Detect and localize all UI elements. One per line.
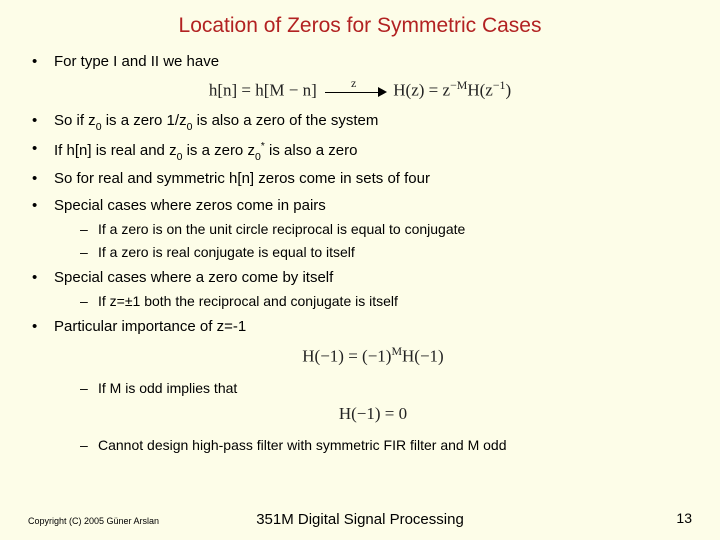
- bullet-7: Particular importance of z=-1 H(−1) = (−…: [28, 317, 692, 456]
- equation-1-content: h[n] = h[M − n] z H(z) = z−MH(z−1): [209, 78, 511, 101]
- b7s1-text: If M is odd implies that: [98, 380, 237, 396]
- bullet-5-sublist: If a zero is on the unit circle reciproc…: [54, 220, 692, 262]
- b3-b: is a zero z: [182, 142, 255, 159]
- bullet-1-text: For type I and II we have: [54, 53, 219, 70]
- equation-2: H(−1) = (−1)MH(−1): [54, 343, 692, 369]
- bullet-5: Special cases where zeros come in pairs …: [28, 196, 692, 262]
- b2-sub1: 0: [96, 121, 102, 133]
- bullet-7-sublist: If M is odd implies that: [54, 379, 692, 398]
- equation-3: H(−1) = 0: [54, 403, 692, 426]
- bullet-5-sub-2: If a zero is real conjugate is equal to …: [54, 243, 692, 262]
- bullet-6: Special cases where a zero come by itsel…: [28, 268, 692, 311]
- equation-2-content: H(−1) = (−1)MH(−1): [302, 343, 443, 369]
- slide: Location of Zeros for Symmetric Cases Fo…: [0, 0, 720, 540]
- bullet-4: So for real and symmetric h[n] zeros com…: [28, 169, 692, 189]
- b2-c: is also a zero of the system: [192, 112, 378, 129]
- eq1-rhs-c: ): [505, 81, 511, 100]
- arrow-line: [325, 92, 379, 93]
- eq1-exp2: −1: [493, 78, 506, 92]
- b3-c: is also a zero: [265, 142, 358, 159]
- b3-a: If h[n] is real and z: [54, 142, 177, 159]
- b7s2-text: Cannot design high-pass filter with symm…: [98, 437, 507, 453]
- bullet-7-sublist-2: Cannot design high-pass filter with symm…: [54, 436, 692, 455]
- course-title: 351M Digital Signal Processing: [0, 511, 720, 528]
- bullet-list: For type I and II we have h[n] = h[M − n…: [28, 52, 692, 455]
- arrow-label: z: [351, 76, 356, 91]
- eq1-rhs-a: H(z) = z: [393, 81, 450, 100]
- equation-1: h[n] = h[M − n] z H(z) = z−MH(z−1): [28, 78, 692, 101]
- bullet-1: For type I and II we have: [28, 52, 692, 72]
- eq1-lhs: h[n] = h[M − n]: [209, 81, 317, 100]
- eq2-exp: M: [391, 344, 402, 358]
- eq2-b: H(−1): [402, 347, 444, 366]
- bullet-7-sub-1: If M is odd implies that: [54, 379, 692, 398]
- slide-title: Location of Zeros for Symmetric Cases: [28, 14, 692, 38]
- eq1-exp1: −M: [450, 78, 467, 92]
- b3-sub2: 0: [255, 151, 261, 163]
- b6-text: Special cases where a zero come by itsel…: [54, 269, 333, 286]
- b2-b: is a zero 1/z: [102, 112, 187, 129]
- bullet-5-sub-1: If a zero is on the unit circle reciproc…: [54, 220, 692, 239]
- bullet-2: So if z0 is a zero 1/z0 is also a zero o…: [28, 111, 692, 133]
- b6s1-text: If z=±1 both the reciprocal and conjugat…: [98, 293, 398, 309]
- b5s1-text: If a zero is on the unit circle reciproc…: [98, 221, 465, 237]
- bullet-3: If h[n] is real and z0 is a zero z0* is …: [28, 139, 692, 163]
- b7-text: Particular importance of z=-1: [54, 318, 246, 335]
- eq2-a: H(−1) = (−1): [302, 347, 391, 366]
- b3-sub1: 0: [177, 151, 183, 163]
- b5s2-text: If a zero is real conjugate is equal to …: [98, 244, 355, 260]
- b4-text: So for real and symmetric h[n] zeros com…: [54, 170, 430, 187]
- bullet-6-sublist: If z=±1 both the reciprocal and conjugat…: [54, 292, 692, 311]
- bullet-7-sub-2: Cannot design high-pass filter with symm…: [54, 436, 692, 455]
- b5-text: Special cases where zeros come in pairs: [54, 197, 326, 214]
- equation-3-content: H(−1) = 0: [339, 403, 407, 426]
- page-number: 13: [676, 510, 692, 526]
- arrow-head-icon: [378, 87, 387, 97]
- eq1-rhs-b: H(z: [467, 81, 492, 100]
- z-transform-arrow: z: [325, 92, 385, 93]
- bullet-6-sub-1: If z=±1 both the reciprocal and conjugat…: [54, 292, 692, 311]
- b2-sub2: 0: [187, 121, 193, 133]
- b2-a: So if z: [54, 112, 96, 129]
